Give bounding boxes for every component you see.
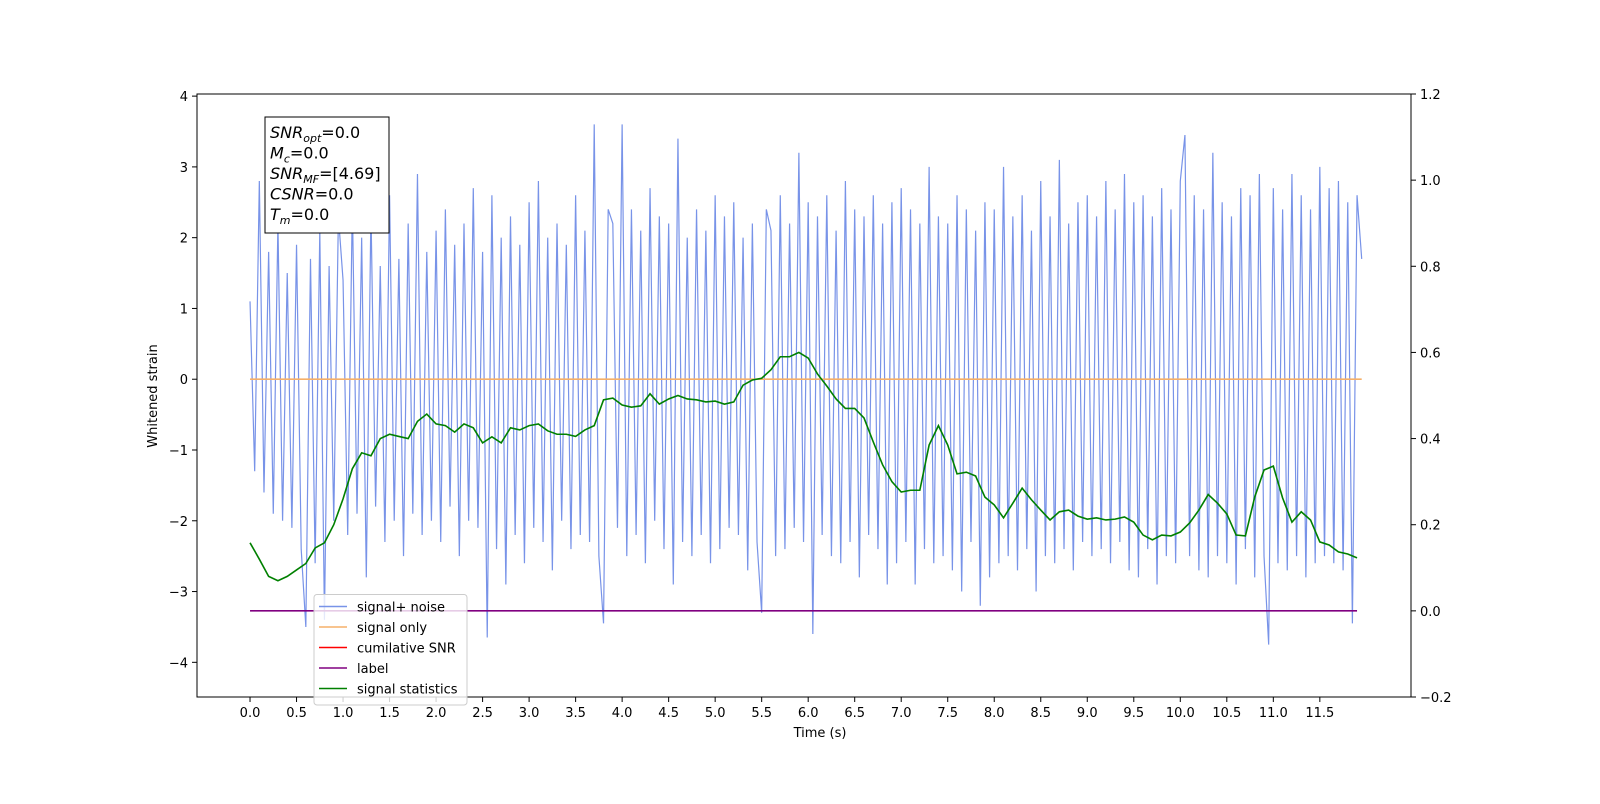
x-tick-label: 8.5 xyxy=(1030,706,1051,721)
annotation-value: =0.0 xyxy=(315,185,354,204)
x-tick-label: 0.0 xyxy=(240,706,261,721)
y-tick-label: −1 xyxy=(169,444,188,459)
annotation-value: =[4.69] xyxy=(319,164,381,183)
y-tick-label: −3 xyxy=(169,586,188,601)
legend-label: signal statistics xyxy=(357,683,458,698)
y2-tick-label: 0.2 xyxy=(1420,519,1441,534)
annotation-value: =0.0 xyxy=(291,205,330,224)
y-tick-label: 0 xyxy=(180,373,188,388)
legend: signal+ noise signal only cumilative SNR la… xyxy=(313,594,468,706)
y-tick-label: −4 xyxy=(169,656,188,671)
x-tick-label: 6.0 xyxy=(798,706,819,721)
annotation-box: SNRopt=0.0Mc=0.0SNRMF=[4.69]CSNR=0.0Tm=0… xyxy=(264,116,390,234)
x-tick-label: 1.5 xyxy=(379,706,400,721)
x-tick-label: 9.5 xyxy=(1123,706,1144,721)
x-tick-label: 4.5 xyxy=(658,706,679,721)
annotation: SNRopt=0.0 xyxy=(270,123,360,145)
annotation-name: T xyxy=(270,205,281,224)
annotation-name: M xyxy=(270,144,284,163)
x-tick-label: 6.5 xyxy=(844,706,865,721)
y-axis-label: Whitened strain xyxy=(146,344,161,447)
x-tick-label: 2.5 xyxy=(472,706,493,721)
y-tick-label: 1 xyxy=(180,302,188,317)
legend-frame xyxy=(313,594,468,706)
series-line xyxy=(249,124,1363,645)
x-tick-label: 7.0 xyxy=(891,706,912,721)
x-tick-label: 1.0 xyxy=(333,706,354,721)
annotation-sub: c xyxy=(284,153,290,166)
x-tick-label: 4.0 xyxy=(612,706,633,721)
y-tick-label: 2 xyxy=(180,232,188,247)
y2-tick-label: 0.6 xyxy=(1420,346,1441,361)
legend-label: signal+ noise xyxy=(357,601,445,616)
legend-label: cumilative SNR xyxy=(357,642,456,657)
annotation-value: =0.0 xyxy=(290,144,329,163)
x-tick-label: 8.0 xyxy=(984,706,1005,721)
annotation-value: =0.0 xyxy=(321,123,360,142)
y-tick-label: 4 xyxy=(180,90,188,105)
y-tick-label: 3 xyxy=(180,161,188,176)
x-tick-label: 10.5 xyxy=(1212,706,1241,721)
x-tick-label: 0.5 xyxy=(286,706,307,721)
y2-tick-label: −0.2 xyxy=(1420,691,1452,706)
x-tick-label: 10.0 xyxy=(1166,706,1195,721)
annotation: CSNR=0.0 xyxy=(270,185,354,204)
annotation-name: CSNR xyxy=(270,185,315,204)
x-tick-label: 3.5 xyxy=(565,706,586,721)
x-tick-label: 11.0 xyxy=(1259,706,1288,721)
annotation-sub: opt xyxy=(303,132,322,145)
x-tick-label: 7.5 xyxy=(937,706,958,721)
annotation: SNRMF=[4.69] xyxy=(270,164,381,186)
y2-tick-label: 0.4 xyxy=(1420,433,1441,448)
y2-tick-label: 1.0 xyxy=(1420,174,1441,189)
series-line xyxy=(249,351,1358,582)
x-tick-label: 3.0 xyxy=(519,706,540,721)
legend-label: label xyxy=(357,662,388,677)
plot-frame xyxy=(196,93,1412,698)
annotation: Mc=0.0 xyxy=(270,144,329,166)
annotation-sub: MF xyxy=(303,173,319,186)
annotation-name: SNR xyxy=(270,164,303,183)
x-tick-label: 9.0 xyxy=(1077,706,1098,721)
y-tick-label: −2 xyxy=(169,515,188,530)
x-axis-label: Time (s) xyxy=(793,726,847,741)
annotation: Tm=0.0 xyxy=(270,205,329,227)
y2-tick-label: 0.0 xyxy=(1420,605,1441,620)
y2-tick-label: 0.8 xyxy=(1420,260,1441,275)
legend-label: signal only xyxy=(357,621,427,636)
annotation-sub: m xyxy=(280,214,291,227)
y2-tick-label: 1.2 xyxy=(1420,88,1441,103)
x-tick-label: 5.0 xyxy=(705,706,726,721)
x-tick-label: 2.0 xyxy=(426,706,447,721)
x-tick-label: 11.5 xyxy=(1305,706,1334,721)
annotation-frame xyxy=(264,116,390,234)
annotation-name: SNR xyxy=(270,123,303,142)
x-tick-label: 5.5 xyxy=(751,706,772,721)
